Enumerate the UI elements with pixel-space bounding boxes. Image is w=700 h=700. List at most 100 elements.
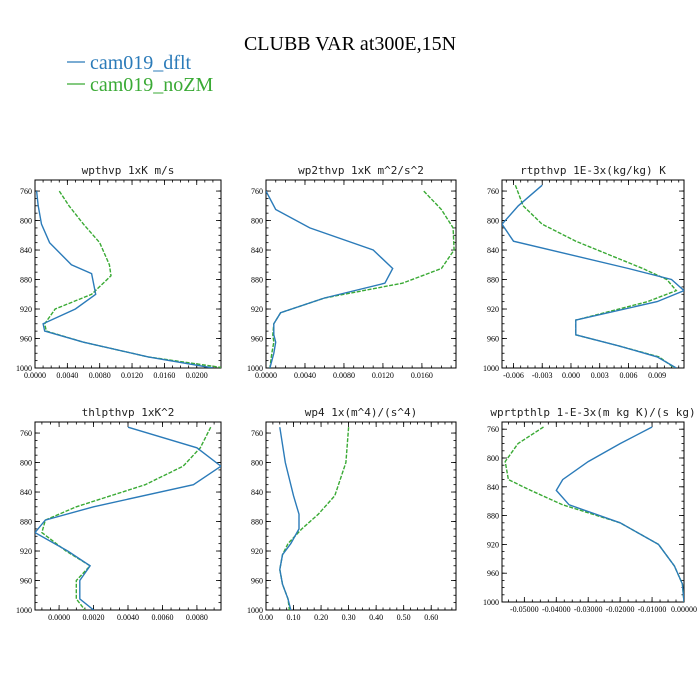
series-line-nozm	[41, 426, 212, 610]
y-tick-label: 1000	[16, 606, 32, 615]
x-tick-label: 0.20	[314, 613, 328, 622]
y-tick-label: 760	[487, 425, 499, 434]
y-tick-label: 1000	[483, 598, 499, 607]
y-tick-label: 880	[20, 518, 32, 527]
series-line-nozm	[504, 426, 684, 602]
y-tick-label: 960	[20, 577, 32, 586]
panel-title-wp2thvp: wp2thvp 1xK m^2/s^2	[298, 164, 424, 177]
panel-title-wpthvp: wpthvp 1xK m/s	[82, 164, 175, 177]
x-tick-label: -0.05000	[510, 605, 539, 614]
y-tick-label: 960	[251, 335, 263, 344]
y-tick-label: 960	[20, 335, 32, 344]
x-tick-label: 0.003	[591, 371, 609, 380]
x-tick-label: -0.03000	[574, 605, 603, 614]
y-tick-label: 800	[487, 217, 499, 226]
figure-title: CLUBB VAR at300E,15N	[244, 33, 456, 55]
y-tick-label: 760	[487, 187, 499, 196]
panel-title-wprtpthlp: wprtpthlp 1-E-3x(m kg K)/(s kg)	[490, 406, 695, 419]
x-tick-label: 0.000	[562, 371, 580, 380]
y-tick-label: 1000	[16, 364, 32, 373]
y-tick-label: 840	[487, 246, 499, 255]
y-tick-label: 920	[487, 540, 499, 549]
plot-frame	[34, 179, 222, 369]
y-tick-label: 840	[20, 488, 32, 497]
x-tick-label: 0.0120	[372, 371, 394, 380]
series-line-dflt	[35, 191, 214, 368]
series-line-nozm	[269, 190, 455, 368]
y-tick-label: 880	[487, 512, 499, 521]
y-tick-label: 880	[487, 276, 499, 285]
y-tick-label: 920	[20, 547, 32, 556]
y-tick-label: 840	[251, 488, 263, 497]
panel-wp2thvp: wp2thvp 1xK m^2/s^2 760 800 840 880 920 960 100…	[247, 164, 457, 380]
x-tick-label: -0.01000	[638, 605, 667, 614]
x-tick-label: 0.0120	[121, 371, 143, 380]
y-tick-label: 800	[20, 217, 32, 226]
x-tick-label: -0.02000	[606, 605, 635, 614]
x-tick-label: 0.0080	[333, 371, 355, 380]
x-tick-label: 0.0160	[153, 371, 175, 380]
panels: wpthvp 1xK m/s76080084088092096010000.00…	[16, 164, 697, 622]
x-tick-label: -0.04000	[542, 605, 571, 614]
y-tick-label: 800	[487, 454, 499, 463]
y-tick-label: 960	[487, 569, 499, 578]
panel-title-thlpthvp: thlpthvp 1xK^2	[82, 406, 175, 419]
panel-wprtpthlp: wprtpthlp 1-E-3x(m kg K)/(s kg) 760 800 840…	[483, 406, 697, 614]
y-tick-label: 760	[251, 187, 263, 196]
y-tick-label: 1000	[247, 606, 263, 615]
x-tick-label: 0.00	[259, 613, 273, 622]
x-tick-label: 0.0000	[48, 613, 70, 622]
y-tick-label: 800	[20, 459, 32, 468]
y-tick-label: 920	[251, 305, 263, 314]
y-tick-label: 1000	[247, 364, 263, 373]
x-tick-label: -0.006	[503, 371, 524, 380]
x-tick-label: 0.60	[424, 613, 438, 622]
legend-label-dflt: cam019_dflt	[90, 52, 192, 74]
panel-rtpthvp: rtpthvp 1E-3x(kg/kg) K 760 800 840 880 920 960…	[483, 164, 685, 380]
x-tick-label: 0.0060	[151, 613, 173, 622]
y-tick-label: 760	[20, 187, 32, 196]
x-tick-label: 0.0080	[186, 613, 208, 622]
panel-title-wp4: wp4 1x(m^4)/(s^4)	[305, 406, 418, 419]
legend-label-nozm: cam019_noZM	[90, 74, 214, 96]
x-tick-label: 0.009	[648, 371, 666, 380]
y-tick-label: 760	[20, 429, 32, 438]
plot-frame	[34, 421, 222, 611]
y-tick-label: 920	[20, 305, 32, 314]
y-tick-label: 880	[251, 518, 263, 527]
x-tick-label: 0.0040	[117, 613, 139, 622]
panel-title-rtpthvp: rtpthvp 1E-3x(kg/kg) K	[520, 164, 666, 177]
y-tick-label: 840	[20, 246, 32, 255]
y-tick-label: 960	[251, 577, 263, 586]
x-tick-label: 0.10	[287, 613, 301, 622]
series-line-dflt	[35, 426, 221, 610]
legend: cam019_dflt cam019_noZM	[67, 52, 214, 96]
series-line-dflt	[266, 190, 394, 368]
x-tick-label: 0.0020	[83, 613, 105, 622]
y-tick-label: 880	[251, 276, 263, 285]
series-line-nozm	[43, 190, 221, 368]
y-tick-label: 760	[251, 429, 263, 438]
y-tick-label: 800	[251, 217, 263, 226]
y-tick-label: 840	[251, 246, 263, 255]
x-tick-label: 0.40	[369, 613, 383, 622]
x-tick-label: 0.30	[342, 613, 356, 622]
x-tick-label: 0.0040	[294, 371, 316, 380]
x-tick-label: 0.0160	[411, 371, 433, 380]
series-line-nozm	[279, 427, 350, 610]
panel-thlpthvp: thlpthvp 1xK^2 760 800 840 880 920 960 1000 0.00…	[16, 406, 222, 622]
x-tick-label: -0.003	[532, 371, 553, 380]
x-tick-label: 0.0200	[186, 371, 208, 380]
x-tick-label: 0.50	[397, 613, 411, 622]
y-tick-label: 920	[251, 547, 263, 556]
y-tick-label: 880	[20, 276, 32, 285]
x-tick-label: 0.0040	[56, 371, 78, 380]
x-tick-label: 0.0080	[89, 371, 111, 380]
panel-wp4: wp4 1x(m^4)/(s^4)76080084088092096010000…	[247, 406, 457, 622]
plot-frame	[501, 179, 685, 369]
series-line-dflt	[279, 427, 300, 610]
y-tick-label: 920	[487, 305, 499, 314]
plot-frame	[265, 179, 457, 369]
plot-frame	[265, 421, 457, 611]
